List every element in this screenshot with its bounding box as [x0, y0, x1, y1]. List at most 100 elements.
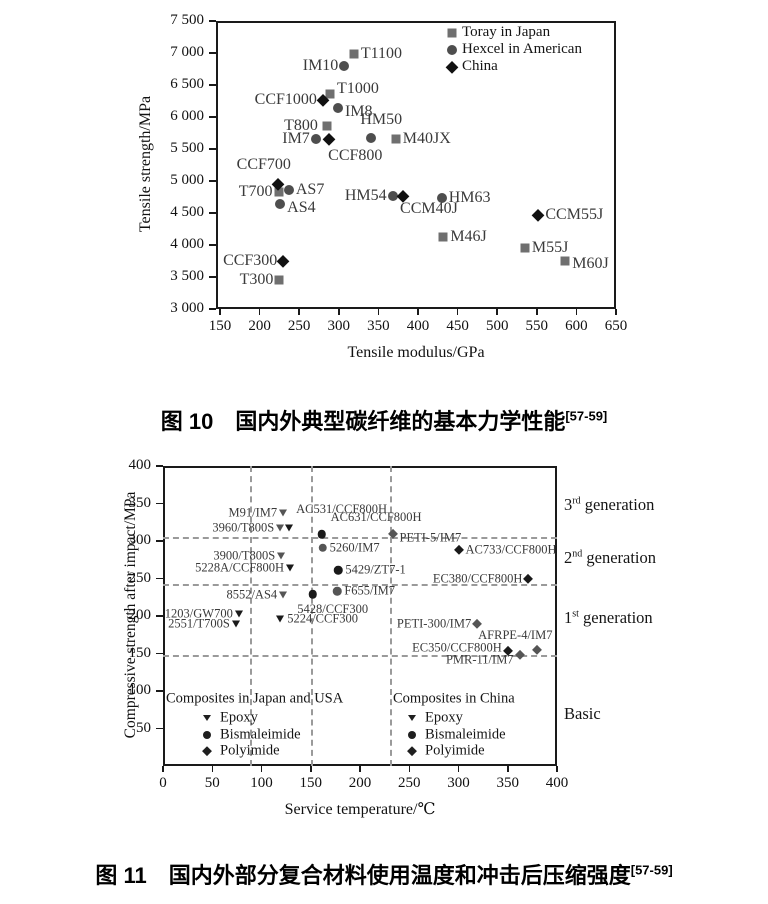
data-point-triangle	[286, 564, 295, 572]
x-tick	[417, 309, 419, 315]
y-tick-label: 200	[128, 607, 152, 623]
point-label: IM8	[344, 103, 373, 121]
point-label: HM63	[448, 188, 491, 206]
point-label: IM10	[302, 56, 339, 74]
data-point-circle	[339, 60, 350, 71]
figure11-caption-ref: [57-59]	[630, 862, 673, 878]
data-point-circle	[318, 543, 327, 552]
y-tick	[156, 465, 163, 467]
y-tick-label: 6 500	[170, 76, 204, 92]
y-tick	[209, 116, 216, 118]
y-tick-label: 3 500	[170, 268, 204, 284]
x-tick-label: 350	[496, 775, 520, 791]
y-tick	[209, 212, 216, 214]
x-tick-label: 150	[299, 775, 323, 791]
inplot-legend-marker-circle	[408, 731, 416, 739]
point-label: T1000	[337, 79, 379, 97]
point-label: AC531/CCF800H	[296, 501, 388, 516]
point-label: M55J	[531, 239, 569, 257]
y-tick-label: 4 000	[170, 236, 204, 252]
legend-label: China	[462, 58, 498, 74]
point-label: T700	[238, 182, 273, 200]
x-tick-label: 0	[159, 775, 167, 791]
point-label: AC733/CCF800H	[465, 542, 557, 557]
data-point-square	[274, 187, 284, 197]
legend-label: Hexcel in American	[462, 41, 582, 57]
data-point-circle	[387, 190, 398, 201]
x-tick	[456, 309, 459, 315]
dashed-hline	[163, 537, 557, 540]
point-label: CCF1000	[254, 90, 317, 108]
point-label: CCF700	[236, 156, 291, 174]
x-tick	[310, 766, 312, 772]
x-tick-label: 100	[250, 775, 273, 791]
y-tick-label: 350	[128, 494, 152, 511]
figure10-caption-label: 图 10	[160, 409, 214, 434]
point-label: M91/IM7	[228, 505, 278, 519]
y-tick-label: 5 500	[170, 140, 204, 156]
inplot-legend-label: Epoxy	[220, 709, 258, 726]
y-tick	[156, 727, 163, 730]
point-label: AS7	[295, 180, 325, 198]
generation-label: 2nd generation	[564, 548, 657, 568]
y-tick-label: 50	[136, 719, 151, 736]
figure11-caption-text: 国内外部分复合材料使用温度和冲击后压缩强度	[168, 863, 631, 888]
data-point-circle	[436, 192, 447, 203]
inplot-legend-header: Composites in Japan and USA	[166, 690, 344, 707]
x-tick	[162, 766, 164, 772]
point-label: CCM55J	[545, 205, 604, 223]
x-tick-label: 300	[327, 318, 351, 334]
dashed-vline	[310, 466, 313, 766]
x-tick	[556, 766, 558, 772]
x-tick	[615, 309, 617, 315]
inplot-legend-marker-triangle	[203, 715, 211, 721]
point-label: 2551/T700S	[168, 616, 230, 631]
y-axis-label: Compressive strength after impact/MPa	[122, 491, 139, 739]
x-tick	[359, 766, 361, 772]
y-tick	[209, 20, 216, 22]
point-label: F655/IM7	[344, 583, 396, 598]
plot-frame	[163, 466, 557, 766]
data-point-square	[322, 121, 332, 131]
point-label: AC631/CCF800H	[330, 510, 422, 525]
x-tick-label: 200	[348, 775, 372, 791]
y-tick	[156, 615, 163, 617]
point-label: AFRPE-4/IM7	[478, 627, 553, 642]
point-label: CCF800	[328, 146, 383, 164]
y-tick-label: 5 000	[170, 172, 204, 188]
data-point-square	[520, 243, 530, 253]
x-tick	[575, 309, 578, 315]
y-tick	[156, 577, 163, 580]
data-point-circle	[366, 133, 377, 144]
x-tick	[298, 309, 300, 315]
point-label: 8552/AS4	[226, 587, 278, 602]
dashed-vline	[249, 466, 252, 766]
x-axis-label: Tensile modulus/GPa	[347, 344, 485, 361]
dashed-hline	[163, 655, 557, 657]
x-axis-label: Service temperature/℃	[284, 801, 436, 818]
y-tick	[209, 276, 216, 278]
y-tick-label: 300	[128, 532, 152, 548]
x-tick-label: 400	[545, 775, 569, 791]
x-tick	[507, 766, 509, 772]
x-tick	[496, 309, 498, 315]
point-label: HM50	[360, 111, 403, 129]
y-tick	[209, 308, 216, 310]
x-tick-label: 250	[398, 775, 421, 791]
figure11-caption-label: 图 11	[95, 863, 147, 888]
figure11-chart: 0 50 100 150 200 250 300 350 400 50 100 150 200 250 30…	[0, 452, 768, 850]
y-axis-label: Tensile strength/MPa	[137, 95, 154, 233]
y-tick-label: 250	[128, 569, 152, 586]
y-tick-label: 100	[128, 682, 152, 698]
point-label: M40JX	[402, 129, 451, 147]
y-tick	[209, 180, 216, 182]
point-label: 5260/IM7	[329, 540, 380, 555]
data-point-square	[438, 232, 448, 242]
generation-label: Basic	[564, 703, 601, 723]
x-tick	[260, 766, 263, 772]
x-tick-label: 150	[208, 318, 232, 334]
data-point-circle	[310, 133, 321, 144]
point-label: 3900/T800S	[213, 548, 276, 563]
y-tick	[156, 690, 163, 692]
point-label: HM54	[344, 186, 387, 204]
